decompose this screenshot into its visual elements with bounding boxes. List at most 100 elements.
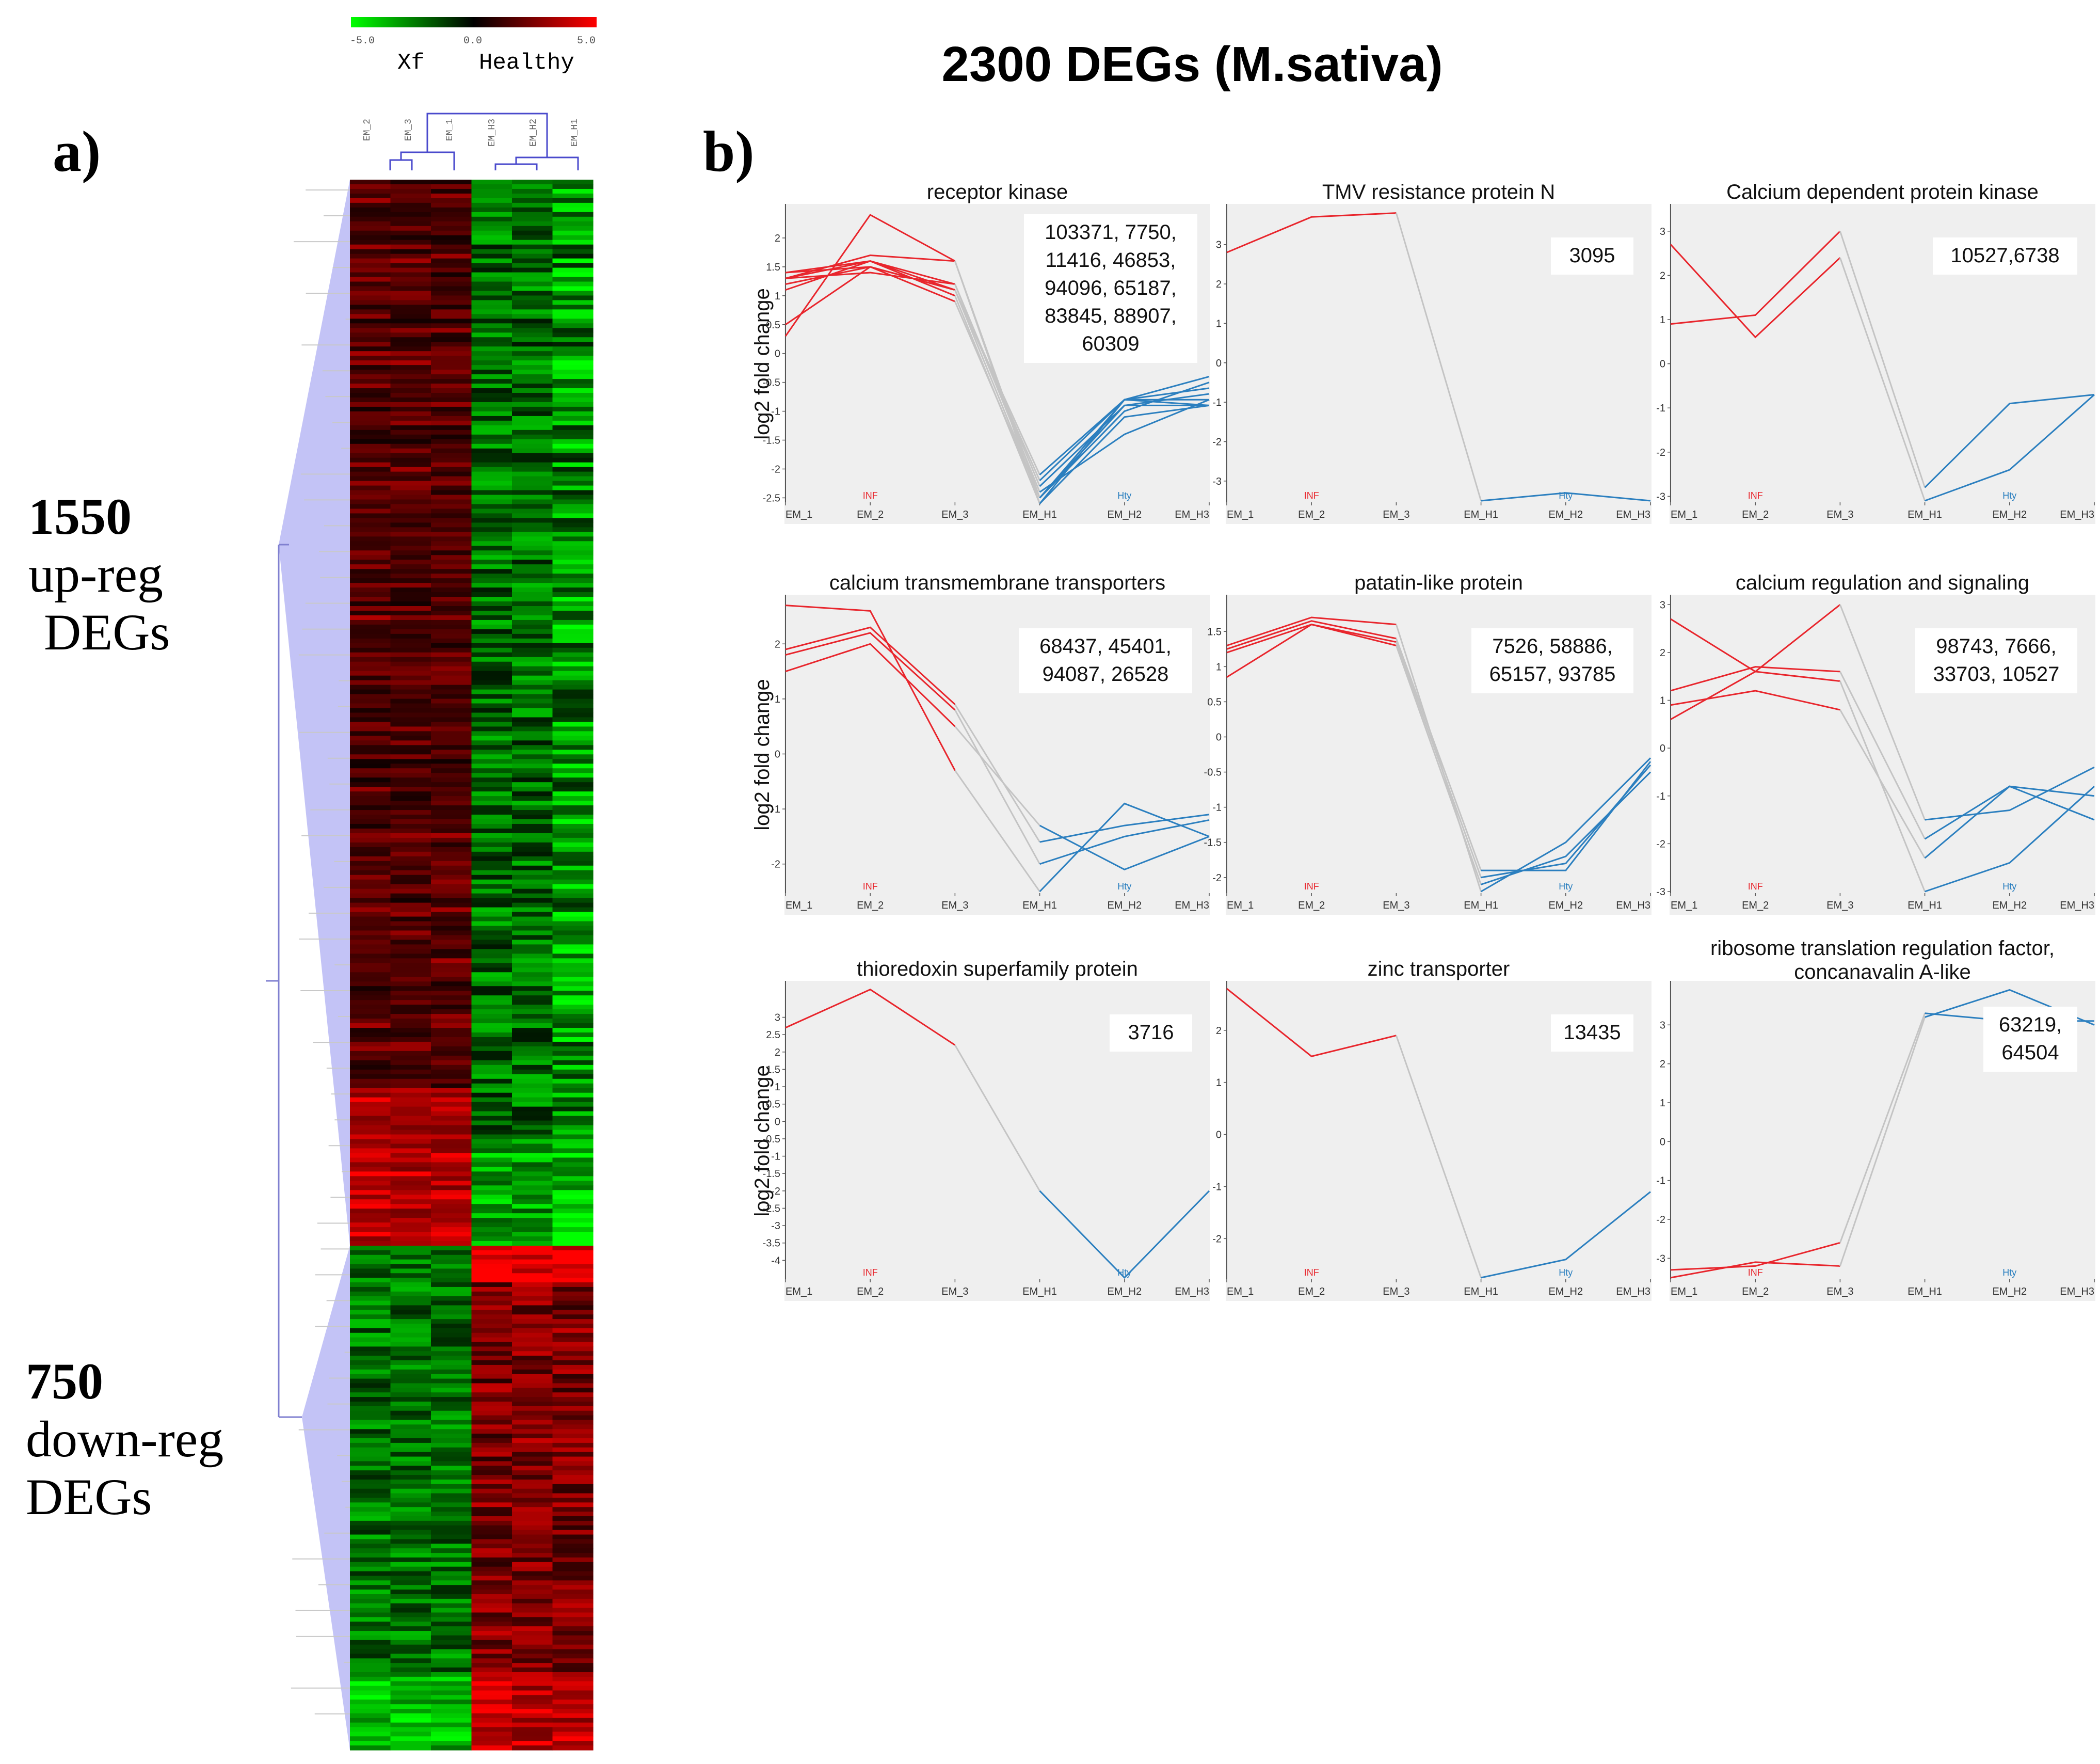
series-line-infected <box>1670 244 1841 339</box>
chart-y-tick-label: -2.5 <box>763 492 780 504</box>
chart-y-tick-label: 1.5 <box>766 262 780 273</box>
series-line-transition <box>1395 638 1482 871</box>
chart-y-tick-label: -3.5 <box>763 1238 780 1249</box>
group-healthy-label: Healthy <box>479 50 574 76</box>
chart-plot-area <box>1226 595 1652 915</box>
chart-title: ribosome translation regulation factor, <box>1710 937 2055 960</box>
chart-y-tick-label: 3 <box>1660 226 1665 237</box>
chart-y-tick-label: 0.5 <box>766 320 780 331</box>
down-label-line2: DEGs <box>26 1468 152 1525</box>
chart-y-tick-label: -2 <box>1656 1214 1665 1226</box>
chart-x-tick-label: EM_H2 <box>1107 1286 1142 1297</box>
series-line-healthy <box>1481 764 1652 879</box>
chart-y-axis-label: log2 fold change <box>751 288 774 440</box>
line-chart: zinc transporter 2 1 0 -1 -2 EM_1 EM_2 EM_3 EM_H1… <box>1212 958 1652 1301</box>
series-line-infected <box>1670 604 1841 673</box>
gene-id-text: 94096, 65187, <box>1045 277 1177 299</box>
series-line-transition <box>954 283 1040 492</box>
series-line-transition <box>954 770 1040 892</box>
series-line-healthy <box>1039 824 1210 871</box>
chart-y-tick-label: 2 <box>775 233 780 244</box>
chart-y-tick-label: 1.5 <box>766 1064 780 1075</box>
chart-x-tick-label: EM_1 <box>1671 509 1697 520</box>
chart-x-tick-label: EM_1 <box>1671 900 1697 911</box>
chart-y-tick-label: -2 <box>1212 872 1222 884</box>
chart-x-tick-label: EM_H1 <box>1907 900 1942 911</box>
line-chart: calcium transmembrane transporters log2 f… <box>751 571 1210 915</box>
chart-y-tick-label: 0 <box>1660 359 1665 370</box>
chart-y-tick-label: -1 <box>1656 791 1665 802</box>
chart-y-tick-label: 1.5 <box>1207 626 1222 638</box>
series-line-healthy <box>1039 802 1210 893</box>
chart-x-tick-label: EM_H1 <box>1907 1286 1942 1297</box>
chart-x-tick-label: EM_3 <box>1383 900 1409 911</box>
group-label-hty: Hty <box>1117 1267 1131 1278</box>
chart-y-tick-label: 2 <box>775 1047 780 1058</box>
gene-id-text: 3095 <box>1569 244 1615 267</box>
series-line-infected <box>785 272 955 285</box>
chart-x-tick-label: EM_H3 <box>1175 900 1209 911</box>
chart-y-tick-label: -1.5 <box>763 435 780 447</box>
chart-y-tick-label: 0.5 <box>766 1099 780 1110</box>
gene-id-box <box>1551 237 1633 275</box>
chart-title: patatin-like protein <box>1354 571 1523 594</box>
series-line-infected <box>784 214 956 337</box>
chart-y-tick-label: -3 <box>1212 476 1222 487</box>
gene-id-text: 11416, 46853, <box>1046 249 1176 272</box>
series-line-healthy <box>1481 771 1652 885</box>
chart-y-tick-label: -2 <box>1212 436 1222 448</box>
gene-id-text: 7526, 58886, <box>1492 635 1613 658</box>
chart-plot-area <box>1670 595 2095 915</box>
heatmap-column-label: EM_1 <box>445 119 455 141</box>
series-line-transition <box>954 290 1040 481</box>
series-line-transition <box>1839 680 1926 892</box>
chart-y-tick-label: -3 <box>1656 491 1665 502</box>
series-line-transition <box>954 301 1040 499</box>
chart-x-tick-label: EM_3 <box>941 1286 968 1297</box>
row-dendrogram <box>266 180 350 1750</box>
series-line-infected <box>785 266 955 303</box>
chart-y-tick-label: 2 <box>1216 279 1222 290</box>
chart-x-tick-label: EM_H2 <box>1992 1286 2027 1297</box>
chart-x-tick-label: EM_2 <box>1742 1286 1769 1297</box>
chart-y-tick-label: 1 <box>775 694 780 705</box>
series-line-transition <box>954 709 1040 865</box>
down-count: 750 <box>26 1353 103 1410</box>
chart-y-tick-label: 1 <box>1216 1077 1222 1089</box>
series-line-healthy <box>1481 761 1652 871</box>
chart-x-tick-label: EM_H2 <box>1107 509 1142 520</box>
gene-id-text: 103371, 7750, <box>1045 221 1177 244</box>
line-chart: calcium regulation and signaling 3 2 1 0 -1 -2… <box>1656 571 2095 915</box>
chart-y-tick-label: 3 <box>1660 1020 1665 1031</box>
series-line-infected <box>785 626 956 705</box>
series-line-transition <box>954 290 1040 475</box>
chart-y-tick-label: -4 <box>771 1255 780 1266</box>
gene-id-text: 13435 <box>1563 1021 1621 1044</box>
group-label-hty: Hty <box>1117 490 1131 501</box>
chart-x-tick-label: EM_H1 <box>1464 1286 1498 1297</box>
gene-id-text: 94087, 26528 <box>1043 663 1169 686</box>
series-line-transition <box>1395 624 1482 892</box>
gene-id-box <box>1915 628 2077 693</box>
chart-x-tick-label: EM_3 <box>1826 1286 1853 1297</box>
chart-y-tick-label: -1.5 <box>1204 837 1222 849</box>
scale-mid-label: 0.0 <box>463 35 482 47</box>
series-line-infected <box>785 254 955 279</box>
chart-y-tick-label: 0 <box>775 348 780 360</box>
chart-y-tick-label: -2 <box>1656 838 1665 850</box>
chart-x-tick-label: EM_H1 <box>1022 1286 1057 1297</box>
series-line-healthy <box>1039 387 1210 475</box>
chart-y-tick-label: 2 <box>1216 1025 1222 1037</box>
chart-y-tick-label: -0.5 <box>763 1134 780 1145</box>
series-line-infected <box>1670 1261 1840 1279</box>
chart-x-tick-label: EM_H1 <box>1022 509 1057 520</box>
chart-x-tick-label: EM_H3 <box>2060 1286 2094 1297</box>
series-line-healthy <box>1924 785 2095 840</box>
chart-title: receptor kinase <box>927 181 1068 203</box>
chart-y-tick-label: -2 <box>771 1186 780 1197</box>
chart-y-tick-label: 1 <box>1216 318 1222 329</box>
chart-y-tick-label: 2 <box>1660 647 1665 659</box>
series-line-healthy <box>1039 382 1210 499</box>
group-label-hty: Hty <box>1559 1267 1573 1278</box>
chart-y-tick-label: 0 <box>775 1116 780 1127</box>
